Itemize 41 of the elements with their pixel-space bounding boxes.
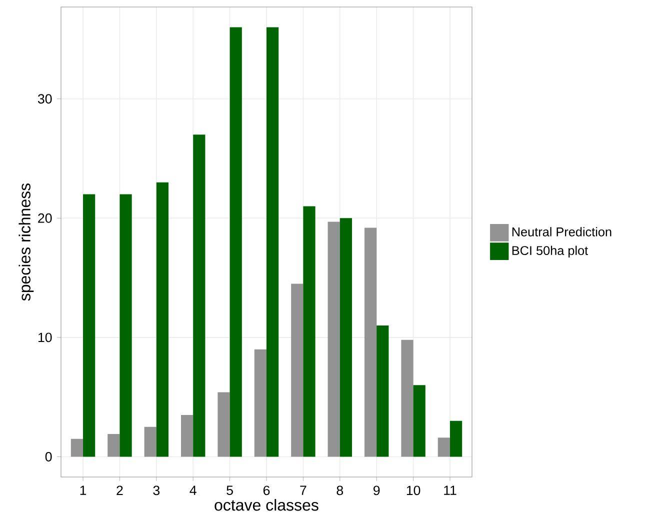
x-tick-label: 5: [226, 486, 233, 496]
bar: [193, 134, 206, 457]
bar: [291, 284, 304, 457]
y-axis-title: species richness: [18, 183, 34, 301]
bar: [70, 438, 84, 457]
y-tick-label: 30: [38, 94, 52, 104]
x-tick-label: 6: [263, 486, 270, 496]
bar: [144, 426, 156, 457]
bar: [450, 420, 462, 457]
x-tick-label: 9: [374, 486, 380, 496]
x-tick-label: 10: [406, 486, 420, 496]
x-tick-label: 1: [80, 486, 86, 495]
bar: [364, 228, 377, 457]
x-axis-title: octave classes: [214, 498, 318, 511]
bar: [108, 434, 120, 457]
y-tick-label: 20: [38, 213, 52, 223]
x-tick-label: 8: [336, 486, 344, 496]
bar: [328, 222, 340, 457]
bar: [120, 194, 132, 457]
bar: [254, 349, 266, 457]
bar: [340, 218, 352, 457]
x-tick-label: 7: [300, 486, 306, 495]
bar: [376, 326, 389, 457]
bar: [401, 340, 414, 457]
bar: [438, 438, 450, 457]
x-tick-label: 2: [116, 486, 123, 496]
bar: [303, 206, 316, 457]
bar: [218, 392, 230, 457]
bar: [181, 414, 194, 457]
bar: [83, 194, 96, 457]
bar: [413, 385, 426, 457]
bar: [156, 182, 169, 457]
bar: [230, 27, 242, 457]
bar: [266, 27, 279, 457]
legend-label: BCI 50ha plot: [512, 246, 588, 258]
y-tick-label: 10: [38, 332, 52, 342]
x-tick-label: 11: [444, 486, 456, 495]
y-tick-label: 0: [45, 452, 52, 462]
x-tick-label: 3: [153, 486, 160, 496]
x-tick-label: 4: [190, 486, 196, 495]
legend-label: Neutral Prediction: [512, 227, 612, 236]
